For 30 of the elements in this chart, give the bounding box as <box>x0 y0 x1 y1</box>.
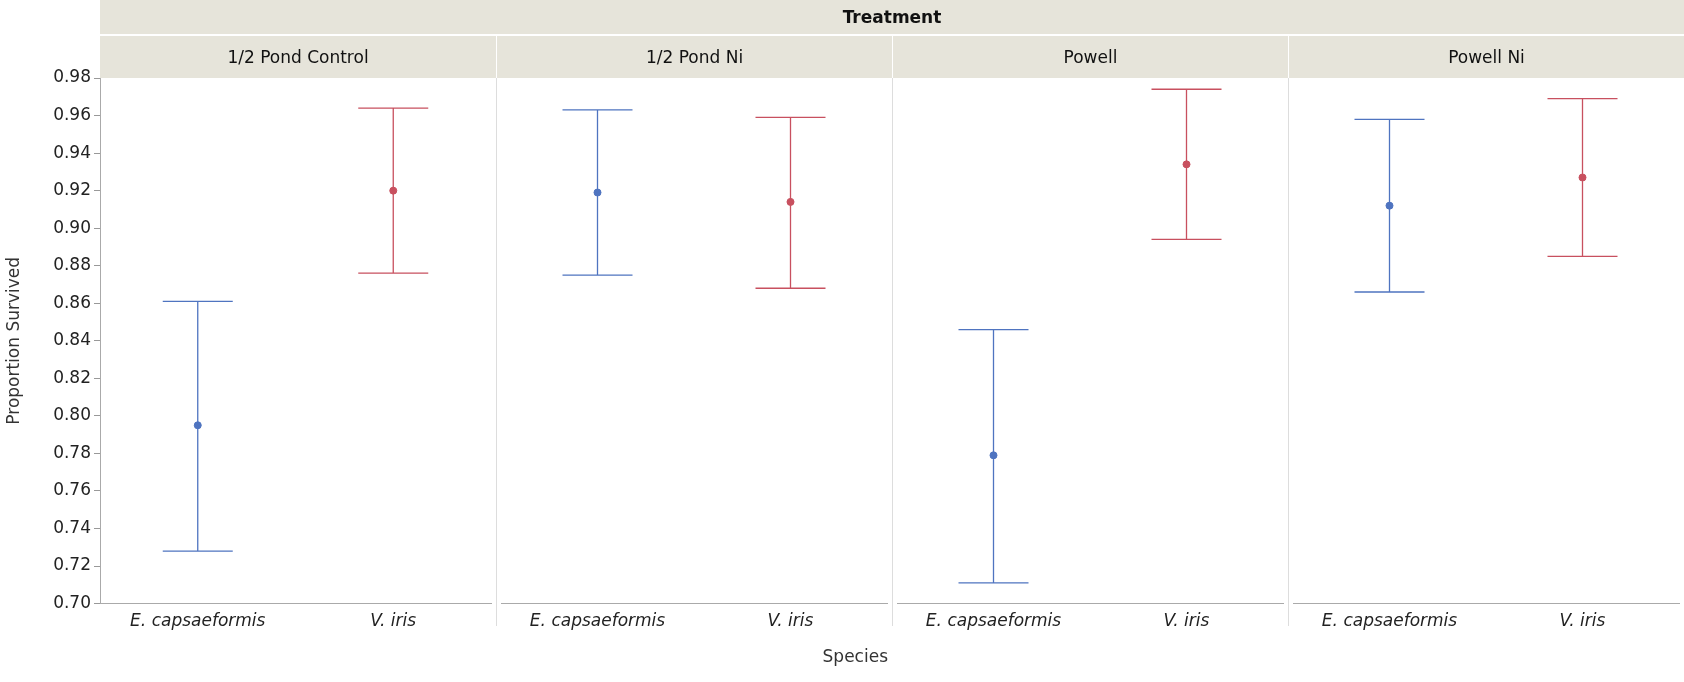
chart-title: 1/2 Pond Ni <box>496 36 892 78</box>
y-tick-label: 0.92 <box>53 179 91 200</box>
y-tick-label: 0.80 <box>53 404 91 425</box>
y-tick-label: 0.76 <box>53 479 91 500</box>
y-tick-label: 0.96 <box>53 103 91 124</box>
y-tick-label: 0.84 <box>53 329 91 350</box>
x-tick-label: V. iris <box>1559 610 1606 631</box>
chart-title: Powell <box>892 36 1288 78</box>
x-tick-label: V. iris <box>1163 610 1210 631</box>
y-tick-label: 0.86 <box>53 291 91 312</box>
x-axis-title: Species <box>822 646 888 666</box>
y-tick-label: 0.78 <box>53 441 91 462</box>
text: Treatment <box>100 0 1684 34</box>
chart-title: Powell Ni <box>1288 36 1684 78</box>
y-axis-title: Proportion Survived <box>2 256 23 425</box>
y-tick-label: 0.98 <box>53 66 91 87</box>
x-tick-label: E. capsaeformis <box>1321 610 1458 631</box>
y-tick-label: 0.74 <box>53 516 91 537</box>
x-tick-label: V. iris <box>767 610 814 631</box>
y-tick-label: 0.72 <box>53 554 91 575</box>
y-tick-label: 0.90 <box>53 216 91 237</box>
y-tick-label: 0.94 <box>53 141 91 162</box>
y-tick-label: 0.88 <box>53 254 91 275</box>
x-tick-label: E. capsaeformis <box>529 610 666 631</box>
x-tick-label: E. capsaeformis <box>925 610 1062 631</box>
x-tick-label: V. iris <box>370 610 417 631</box>
y-tick-label: 0.70 <box>53 592 91 613</box>
chart-title: 1/2 Pond Control <box>100 36 496 78</box>
y-tick-label: 0.82 <box>53 366 91 387</box>
x-tick-label: E. capsaeformis <box>130 610 266 631</box>
